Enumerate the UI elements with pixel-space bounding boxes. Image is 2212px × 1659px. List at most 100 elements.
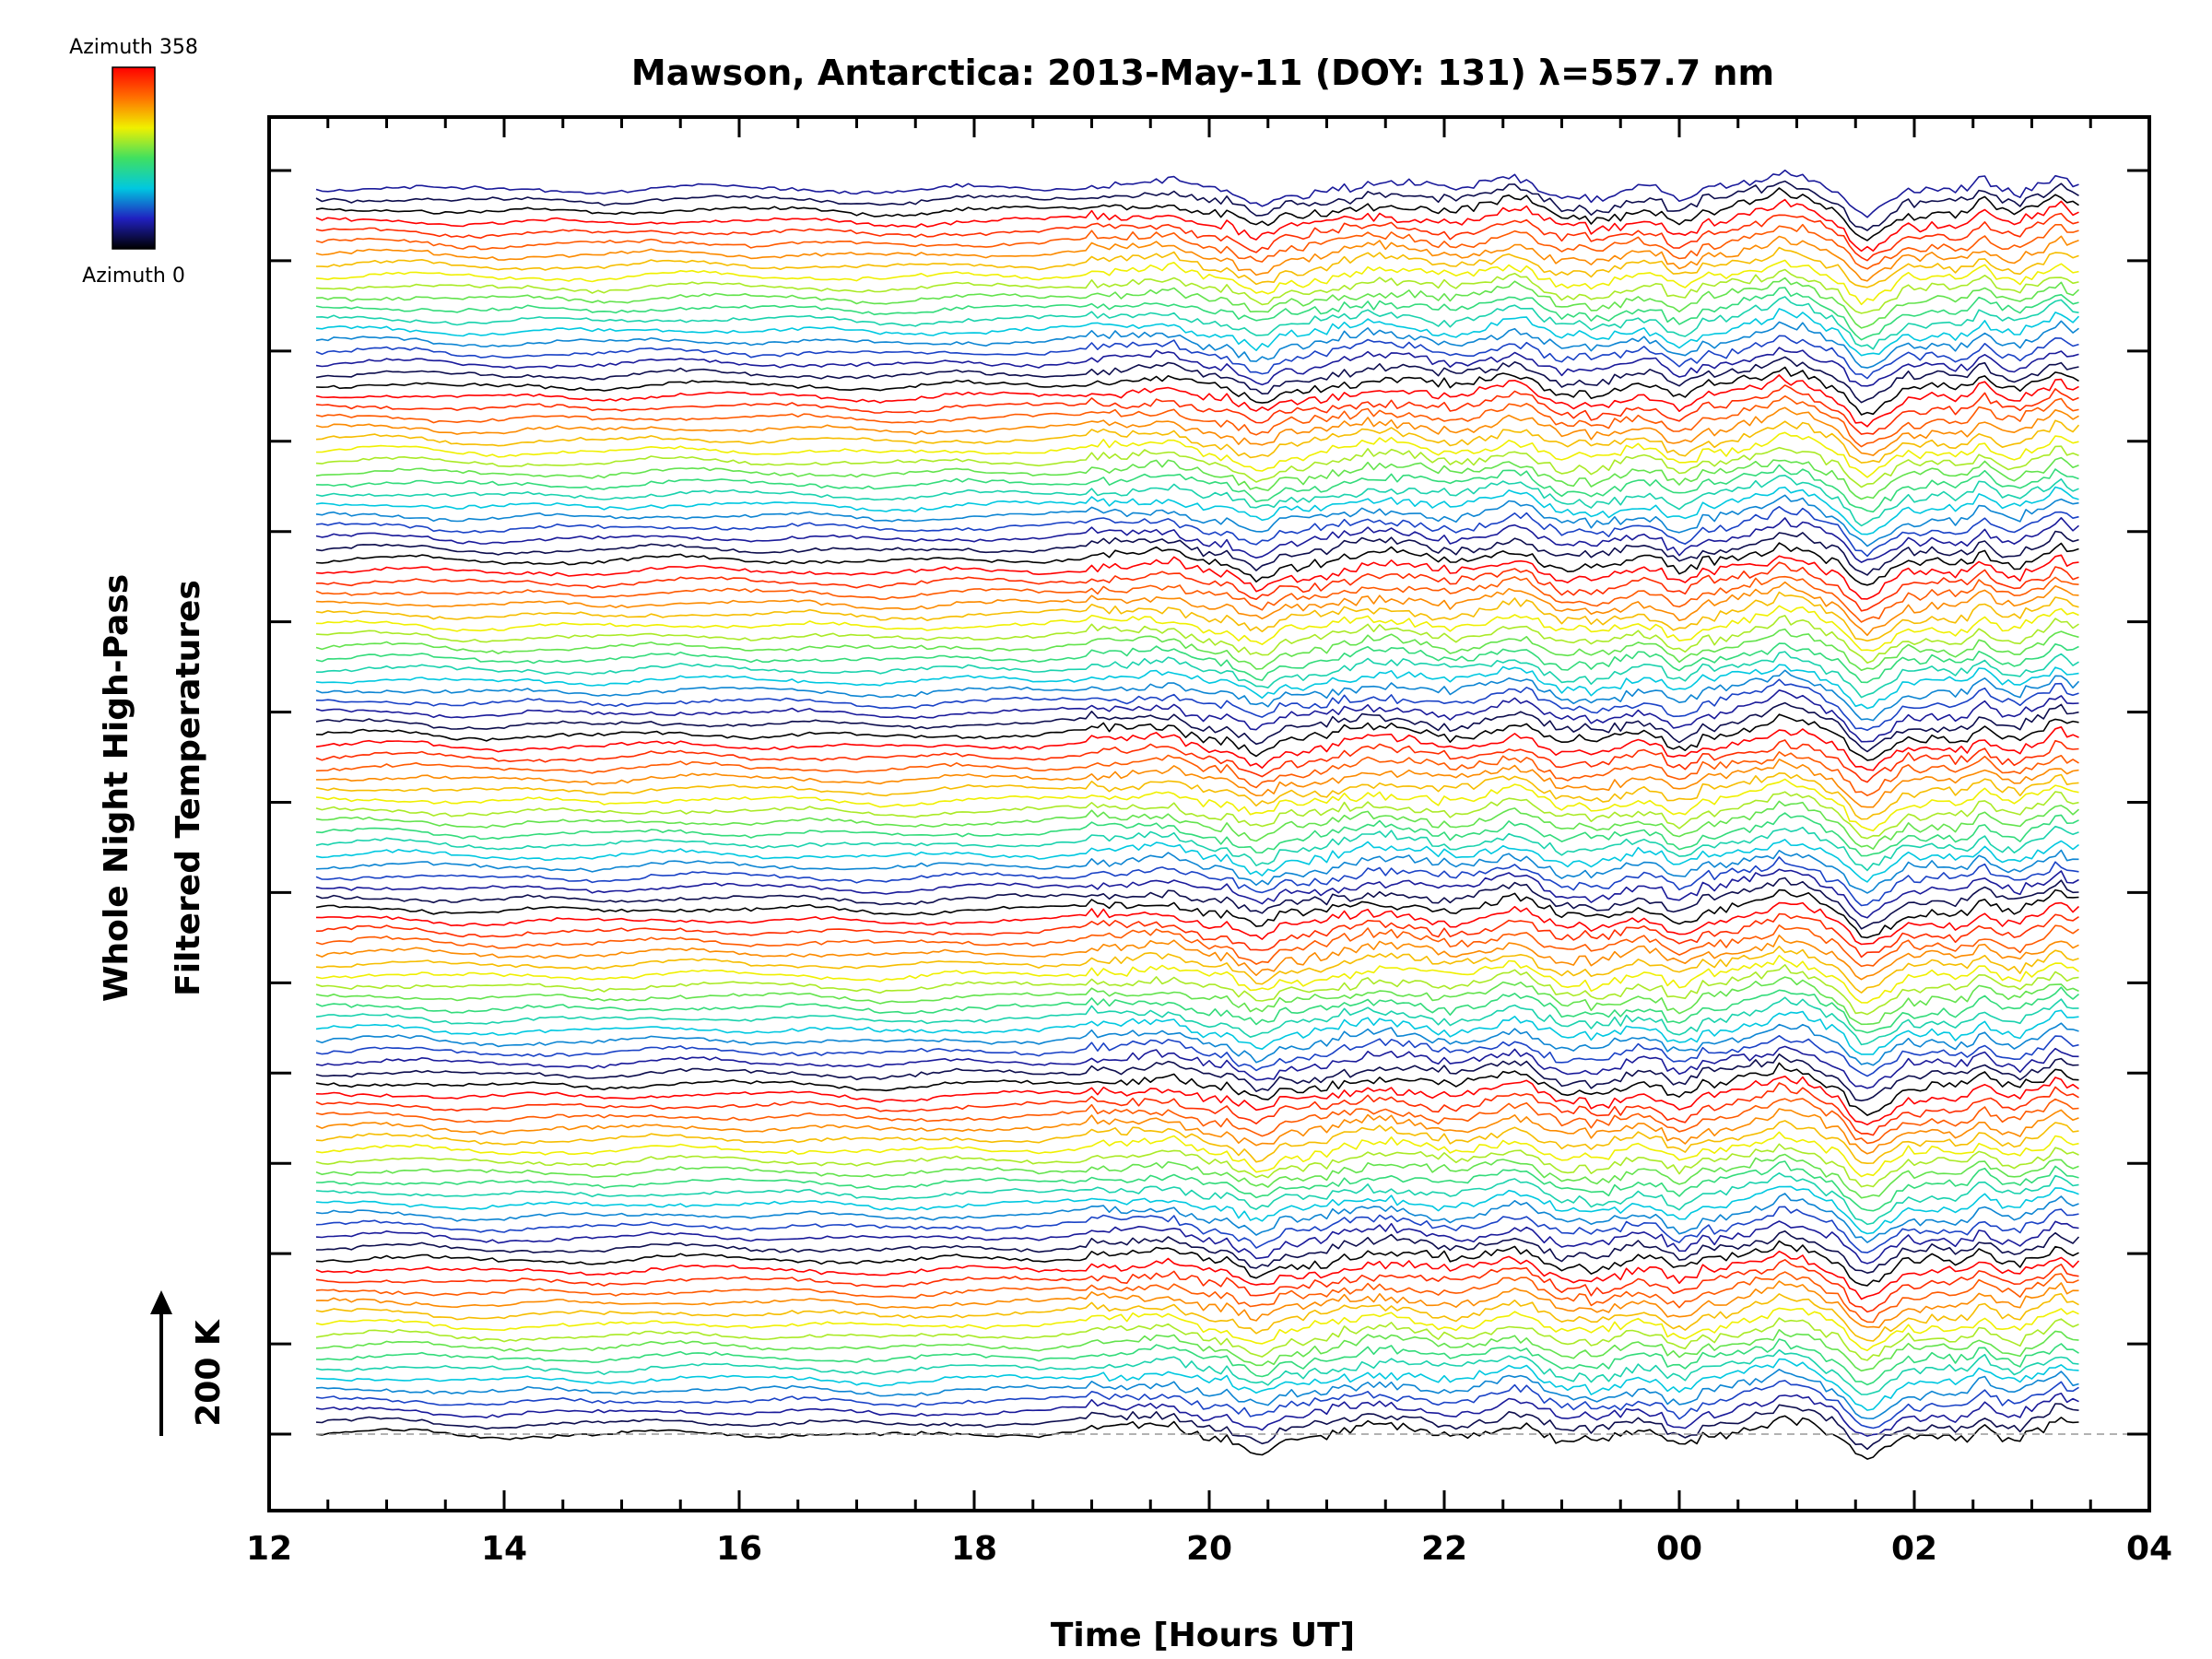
temperature-trace bbox=[315, 1143, 2079, 1188]
temperature-trace bbox=[315, 276, 2080, 329]
temperature-trace bbox=[315, 1062, 2079, 1116]
temperature-trace bbox=[315, 1338, 2079, 1386]
temperature-trace bbox=[315, 374, 2079, 428]
temperature-trace bbox=[315, 964, 2079, 1016]
temperature-trace bbox=[315, 575, 2079, 623]
temperature-trace bbox=[315, 1369, 2079, 1419]
temperature-trace bbox=[315, 223, 2079, 270]
temperature-trace bbox=[315, 1045, 2079, 1089]
temperature-trace bbox=[315, 849, 2079, 894]
temperature-trace bbox=[315, 912, 2079, 959]
temperature-trace bbox=[315, 1206, 2079, 1253]
temperature-trace bbox=[315, 868, 2079, 919]
temperature-trace bbox=[315, 701, 2079, 753]
x-tick-label: 12 bbox=[246, 1530, 292, 1568]
temperature-trace bbox=[315, 246, 2079, 288]
temperature-trace bbox=[316, 1230, 2080, 1274]
temperature-trace bbox=[315, 542, 2079, 586]
temperature-trace bbox=[315, 1380, 2079, 1430]
temperature-trace bbox=[315, 678, 2079, 732]
temperature-trace bbox=[315, 669, 2080, 722]
temperature-trace bbox=[315, 996, 2079, 1046]
temperature-trace bbox=[315, 772, 2079, 820]
temperature-trace bbox=[315, 642, 2079, 684]
temperature-trace bbox=[315, 1393, 2079, 1437]
temperature-trace bbox=[315, 839, 2079, 883]
x-axis-label: Time [Hours UT] bbox=[1051, 1617, 1355, 1654]
temperature-trace bbox=[315, 1293, 2079, 1342]
temperature-trace bbox=[315, 1271, 2079, 1324]
temperature-trace bbox=[315, 628, 2079, 671]
temperature-trace bbox=[315, 1120, 2079, 1164]
temperature-trace bbox=[315, 445, 2079, 488]
temperature-trace bbox=[315, 187, 2079, 241]
temperature-trace bbox=[315, 1329, 2079, 1372]
traces-group bbox=[315, 170, 2080, 1460]
temperature-trace bbox=[315, 1160, 2079, 1212]
temperature-trace bbox=[315, 615, 2079, 664]
temperature-trace bbox=[315, 419, 2080, 464]
scale-bar: 200 K bbox=[150, 1290, 228, 1436]
temperature-trace bbox=[315, 825, 2079, 872]
temperature-trace bbox=[315, 812, 2079, 857]
temperature-trace bbox=[315, 689, 2079, 743]
temperature-trace bbox=[315, 1172, 2079, 1226]
temperature-trace bbox=[315, 901, 2080, 946]
scale-bar-label: 200 K bbox=[190, 1319, 228, 1427]
temperature-trace bbox=[315, 475, 2079, 527]
chart-title: Mawson, Antarctica: 2013-May-11 (DOY: 13… bbox=[631, 53, 1774, 93]
temperature-trace bbox=[315, 1082, 2079, 1136]
temperature-trace bbox=[315, 268, 2079, 314]
temperature-trace bbox=[315, 530, 2079, 576]
temperature-trace bbox=[315, 877, 2079, 930]
temperature-trace bbox=[315, 935, 2079, 981]
temperature-trace bbox=[315, 335, 2079, 380]
plot-frame bbox=[267, 115, 2151, 1512]
temperature-trace bbox=[315, 1250, 2080, 1300]
colorbar-bottom-label: Azimuth 0 bbox=[82, 265, 185, 288]
temperature-trace bbox=[315, 486, 2079, 535]
temperature-trace bbox=[315, 591, 2079, 642]
temperature-trace bbox=[315, 1403, 2079, 1451]
temperature-trace bbox=[315, 664, 2079, 710]
colorbar-top-label: Azimuth 358 bbox=[69, 36, 198, 59]
temperature-trace bbox=[315, 1098, 2079, 1145]
temperature-trace bbox=[315, 946, 2079, 994]
temperature-trace bbox=[315, 1280, 2079, 1329]
temperature-trace bbox=[315, 581, 2079, 637]
temperature-trace bbox=[316, 561, 2079, 612]
temperature-trace bbox=[315, 1009, 2079, 1055]
temperature-trace bbox=[315, 856, 2079, 907]
temperature-trace bbox=[315, 976, 2079, 1026]
x-tick-label: 16 bbox=[716, 1530, 762, 1568]
temperature-trace bbox=[315, 356, 2079, 404]
temperature-trace bbox=[315, 1108, 2079, 1155]
temperature-trace bbox=[315, 791, 2079, 840]
temperature-trace bbox=[315, 394, 2079, 448]
temperature-trace bbox=[315, 366, 2079, 416]
temperature-trace bbox=[315, 506, 2079, 558]
temperature-trace bbox=[315, 406, 2079, 456]
temperature-trace bbox=[315, 1035, 2079, 1077]
y-label-line1: Whole Night High-Pass bbox=[98, 574, 135, 1002]
temperature-trace bbox=[315, 1193, 2079, 1243]
temperature-trace bbox=[315, 320, 2079, 369]
temperature-trace bbox=[315, 888, 2079, 939]
x-tick-label: 02 bbox=[1891, 1530, 1937, 1568]
temperature-trace bbox=[315, 759, 2079, 808]
temperature-trace bbox=[315, 954, 2079, 1004]
temperature-trace bbox=[315, 494, 2079, 547]
temperature-trace bbox=[315, 384, 2079, 435]
temperature-trace bbox=[315, 1307, 2079, 1351]
temperature-trace bbox=[315, 235, 2079, 282]
x-tick-label: 04 bbox=[2126, 1530, 2172, 1568]
x-tick-label: 20 bbox=[1186, 1530, 1232, 1568]
temperature-trace bbox=[315, 1317, 2079, 1361]
temperature-trace bbox=[315, 1240, 2079, 1287]
temperature-trace bbox=[315, 1259, 2079, 1313]
temperature-trace bbox=[315, 751, 2079, 796]
temperature-trace bbox=[315, 1131, 2079, 1178]
x-tick-label: 00 bbox=[1656, 1530, 1702, 1568]
temperature-trace bbox=[315, 296, 2079, 350]
